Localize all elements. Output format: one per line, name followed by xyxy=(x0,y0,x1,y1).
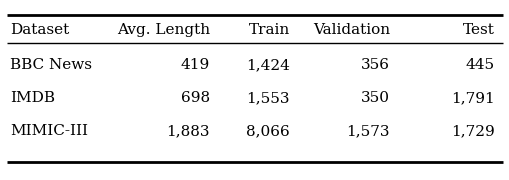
Text: MIMIC-III: MIMIC-III xyxy=(10,124,88,138)
Text: 1,791: 1,791 xyxy=(450,91,494,105)
Text: Test: Test xyxy=(462,23,494,37)
Text: 698: 698 xyxy=(181,91,210,105)
Text: Avg. Length: Avg. Length xyxy=(117,23,210,37)
Text: Dataset: Dataset xyxy=(10,23,69,37)
Text: 1,573: 1,573 xyxy=(346,124,389,138)
Text: 419: 419 xyxy=(180,58,210,72)
Text: Train: Train xyxy=(248,23,290,37)
Text: Validation: Validation xyxy=(312,23,389,37)
Text: 356: 356 xyxy=(360,58,389,72)
Text: 1,424: 1,424 xyxy=(246,58,290,72)
Text: IMDB: IMDB xyxy=(10,91,55,105)
Text: 8,066: 8,066 xyxy=(246,124,290,138)
Text: 1,883: 1,883 xyxy=(166,124,210,138)
Text: 1,729: 1,729 xyxy=(450,124,494,138)
Text: 445: 445 xyxy=(465,58,494,72)
Text: 350: 350 xyxy=(360,91,389,105)
Text: 1,553: 1,553 xyxy=(246,91,290,105)
Text: BBC News: BBC News xyxy=(10,58,92,72)
